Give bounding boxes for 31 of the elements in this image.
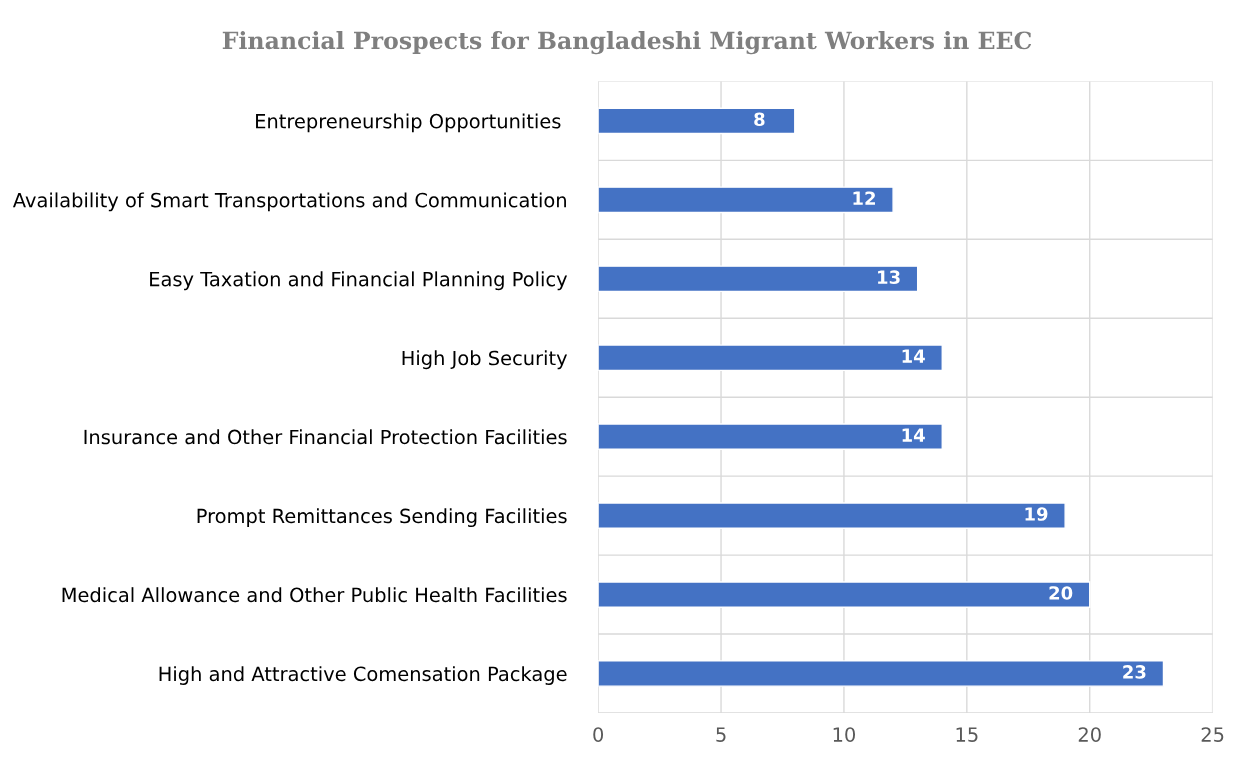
- x-tick-label: 0: [593, 727, 604, 742]
- y-tick-label: Availability of Smart Transportations and Communication: [12, 192, 566, 212]
- y-tick-label: Easy Taxation and Financial Planning Policy: [150, 271, 568, 291]
- bar: [598, 265, 919, 293]
- data-label: 19: [1025, 507, 1048, 521]
- x-tick-label: 10: [833, 727, 856, 742]
- data-label: 14: [902, 428, 925, 442]
- y-tick-label: Medical Allowance and Other Public Health Facilities: [62, 587, 567, 603]
- y-tick-label: Insurance and Other Financial Protection Facilities: [84, 429, 567, 445]
- x-tick-label: 20: [1078, 727, 1101, 742]
- data-label: 8: [754, 112, 765, 127]
- bar: [598, 581, 1091, 608]
- data-label: 12: [853, 191, 875, 205]
- bar: [598, 423, 943, 450]
- y-tick-label: High Job Security: [402, 350, 568, 370]
- data-label: 14: [902, 349, 925, 363]
- bar: [598, 186, 894, 214]
- x-tick-label: 15: [956, 727, 978, 742]
- y-tick-label: High and Attractive Comensation Package: [159, 666, 567, 685]
- y-tick-label: Entrepreneurship Opportunities: [256, 113, 561, 133]
- x-tick-label: 5: [716, 727, 726, 742]
- data-label: 20: [1049, 586, 1073, 600]
- data-label: 23: [1123, 665, 1146, 679]
- bar: [598, 107, 796, 135]
- bar: [598, 502, 1066, 529]
- bar: [598, 660, 1165, 687]
- bar: [598, 344, 943, 372]
- data-label: 13: [878, 270, 900, 284]
- chart-title: Financial Prospects for Bangladeshi Migrant Workers in EEC: [222, 31, 1032, 55]
- y-tick-label: Prompt Remittances Sending Facilities: [197, 508, 567, 528]
- x-tick-label: 25: [1201, 727, 1224, 742]
